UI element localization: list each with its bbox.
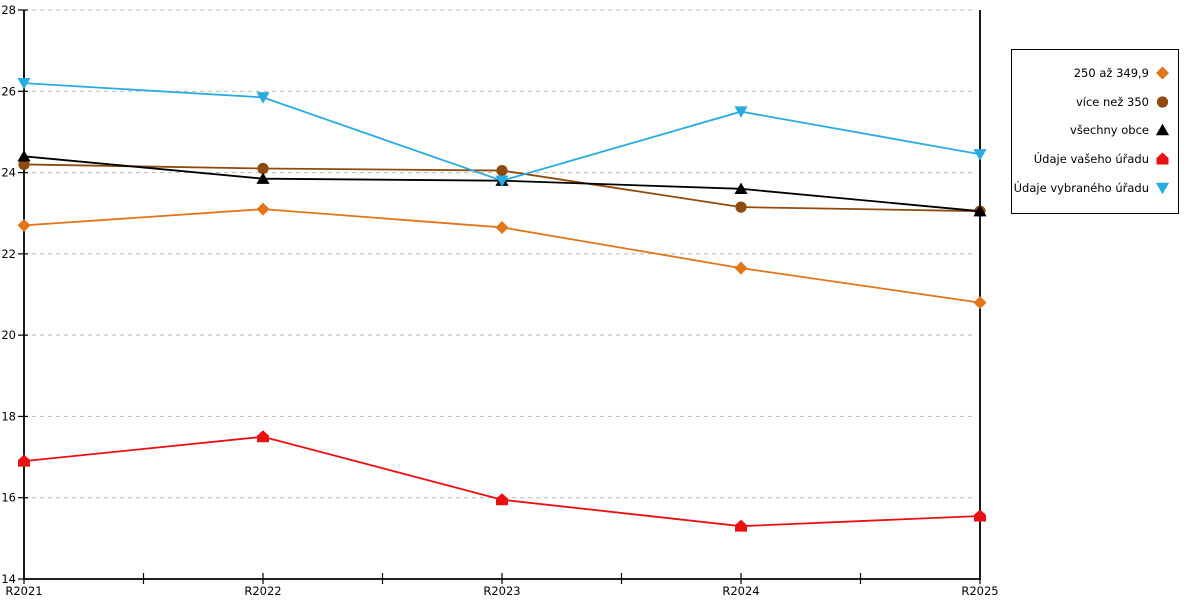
series-3-marker-pentagon-up-icon (257, 430, 269, 443)
series-0-marker-diamond-icon (256, 202, 270, 216)
x-tick-label: R2022 (244, 584, 281, 598)
series-line-3 (23, 435, 981, 528)
series-3-marker-pentagon-up-icon (974, 509, 986, 522)
legend-item: Údaje vybraného úřadu (1014, 173, 1170, 202)
x-tick-label: R2025 (961, 584, 998, 598)
legend-triangle-up-glyph-icon (1155, 124, 1170, 136)
series-2-marker-triangle-up-icon (256, 172, 270, 184)
series-0-marker-diamond-icon (17, 218, 31, 232)
series-2-marker-triangle-up-icon (734, 182, 748, 195)
legend-label: všechny obce (1070, 123, 1149, 138)
series-0-marker-diamond-icon (734, 261, 748, 275)
legend-marker-triangle-down-icon (1155, 182, 1170, 194)
series-4-marker-triangle-down-icon (734, 106, 748, 118)
y-tick-label: 26 (1, 84, 16, 98)
legend-circle-glyph-icon (1156, 96, 1169, 108)
x-tick-label: R2024 (722, 584, 759, 598)
series-4-marker-triangle-down-icon (256, 92, 270, 104)
y-tick-label: 16 (1, 491, 16, 505)
series-4-marker-triangle-down-icon (17, 77, 31, 90)
x-tick-label: R2023 (483, 584, 520, 598)
legend-item: 250 až 349,9 (1020, 59, 1170, 88)
series-3-marker-pentagon-up-icon (496, 493, 508, 506)
legend-diamond-glyph-icon (1156, 66, 1169, 80)
y-tick-label: 18 (1, 409, 16, 423)
series-3-marker-pentagon-up-icon (18, 454, 30, 467)
legend-label: Údaje vybraného úřadu (1013, 180, 1149, 195)
series-4-marker-triangle-down-icon (973, 149, 987, 161)
legend-item: všechny obce (1020, 116, 1170, 145)
series-3-marker-pentagon-up-icon (735, 519, 747, 532)
series-1-marker-circle-icon (257, 162, 269, 175)
legend-marker-diamond-icon (1156, 66, 1169, 80)
y-tick-label: 24 (1, 166, 16, 180)
legend-label: Údaje vašeho úřadu (1033, 152, 1149, 167)
series-4-marker-triangle-down-icon (495, 175, 509, 187)
series-2-marker-triangle-up-icon (17, 150, 31, 162)
legend-marker-triangle-up-icon (1155, 124, 1170, 136)
series-1-marker-circle-icon (496, 164, 508, 177)
series-1-marker-circle-icon (18, 158, 30, 171)
series-1-marker-circle-icon (735, 201, 747, 213)
y-tick-label: 20 (1, 328, 16, 342)
series-2-marker-triangle-up-icon (973, 204, 987, 217)
y-tick-label: 28 (1, 3, 16, 17)
series-0-marker-diamond-icon (495, 220, 509, 234)
legend: 250 až 349,9 více než 350 všechny obce Údaj… (1011, 49, 1179, 214)
legend-label: 250 až 349,9 (1073, 66, 1149, 81)
legend-pentagon-up-glyph-icon (1156, 152, 1169, 165)
y-tick-label: 14 (1, 572, 16, 586)
x-tick-label: R2021 (5, 584, 42, 598)
legend-marker-pentagon-up-icon (1156, 152, 1169, 165)
legend-triangle-down-glyph-icon (1155, 182, 1170, 194)
legend-item: více než 350 (1020, 88, 1170, 117)
legend-item: Údaje vašeho úřadu (1020, 145, 1170, 174)
series-0-marker-diamond-icon (973, 296, 987, 310)
y-tick-label: 22 (1, 247, 16, 261)
legend-label: více než 350 (1075, 94, 1149, 109)
legend-marker-circle-icon (1156, 96, 1169, 108)
